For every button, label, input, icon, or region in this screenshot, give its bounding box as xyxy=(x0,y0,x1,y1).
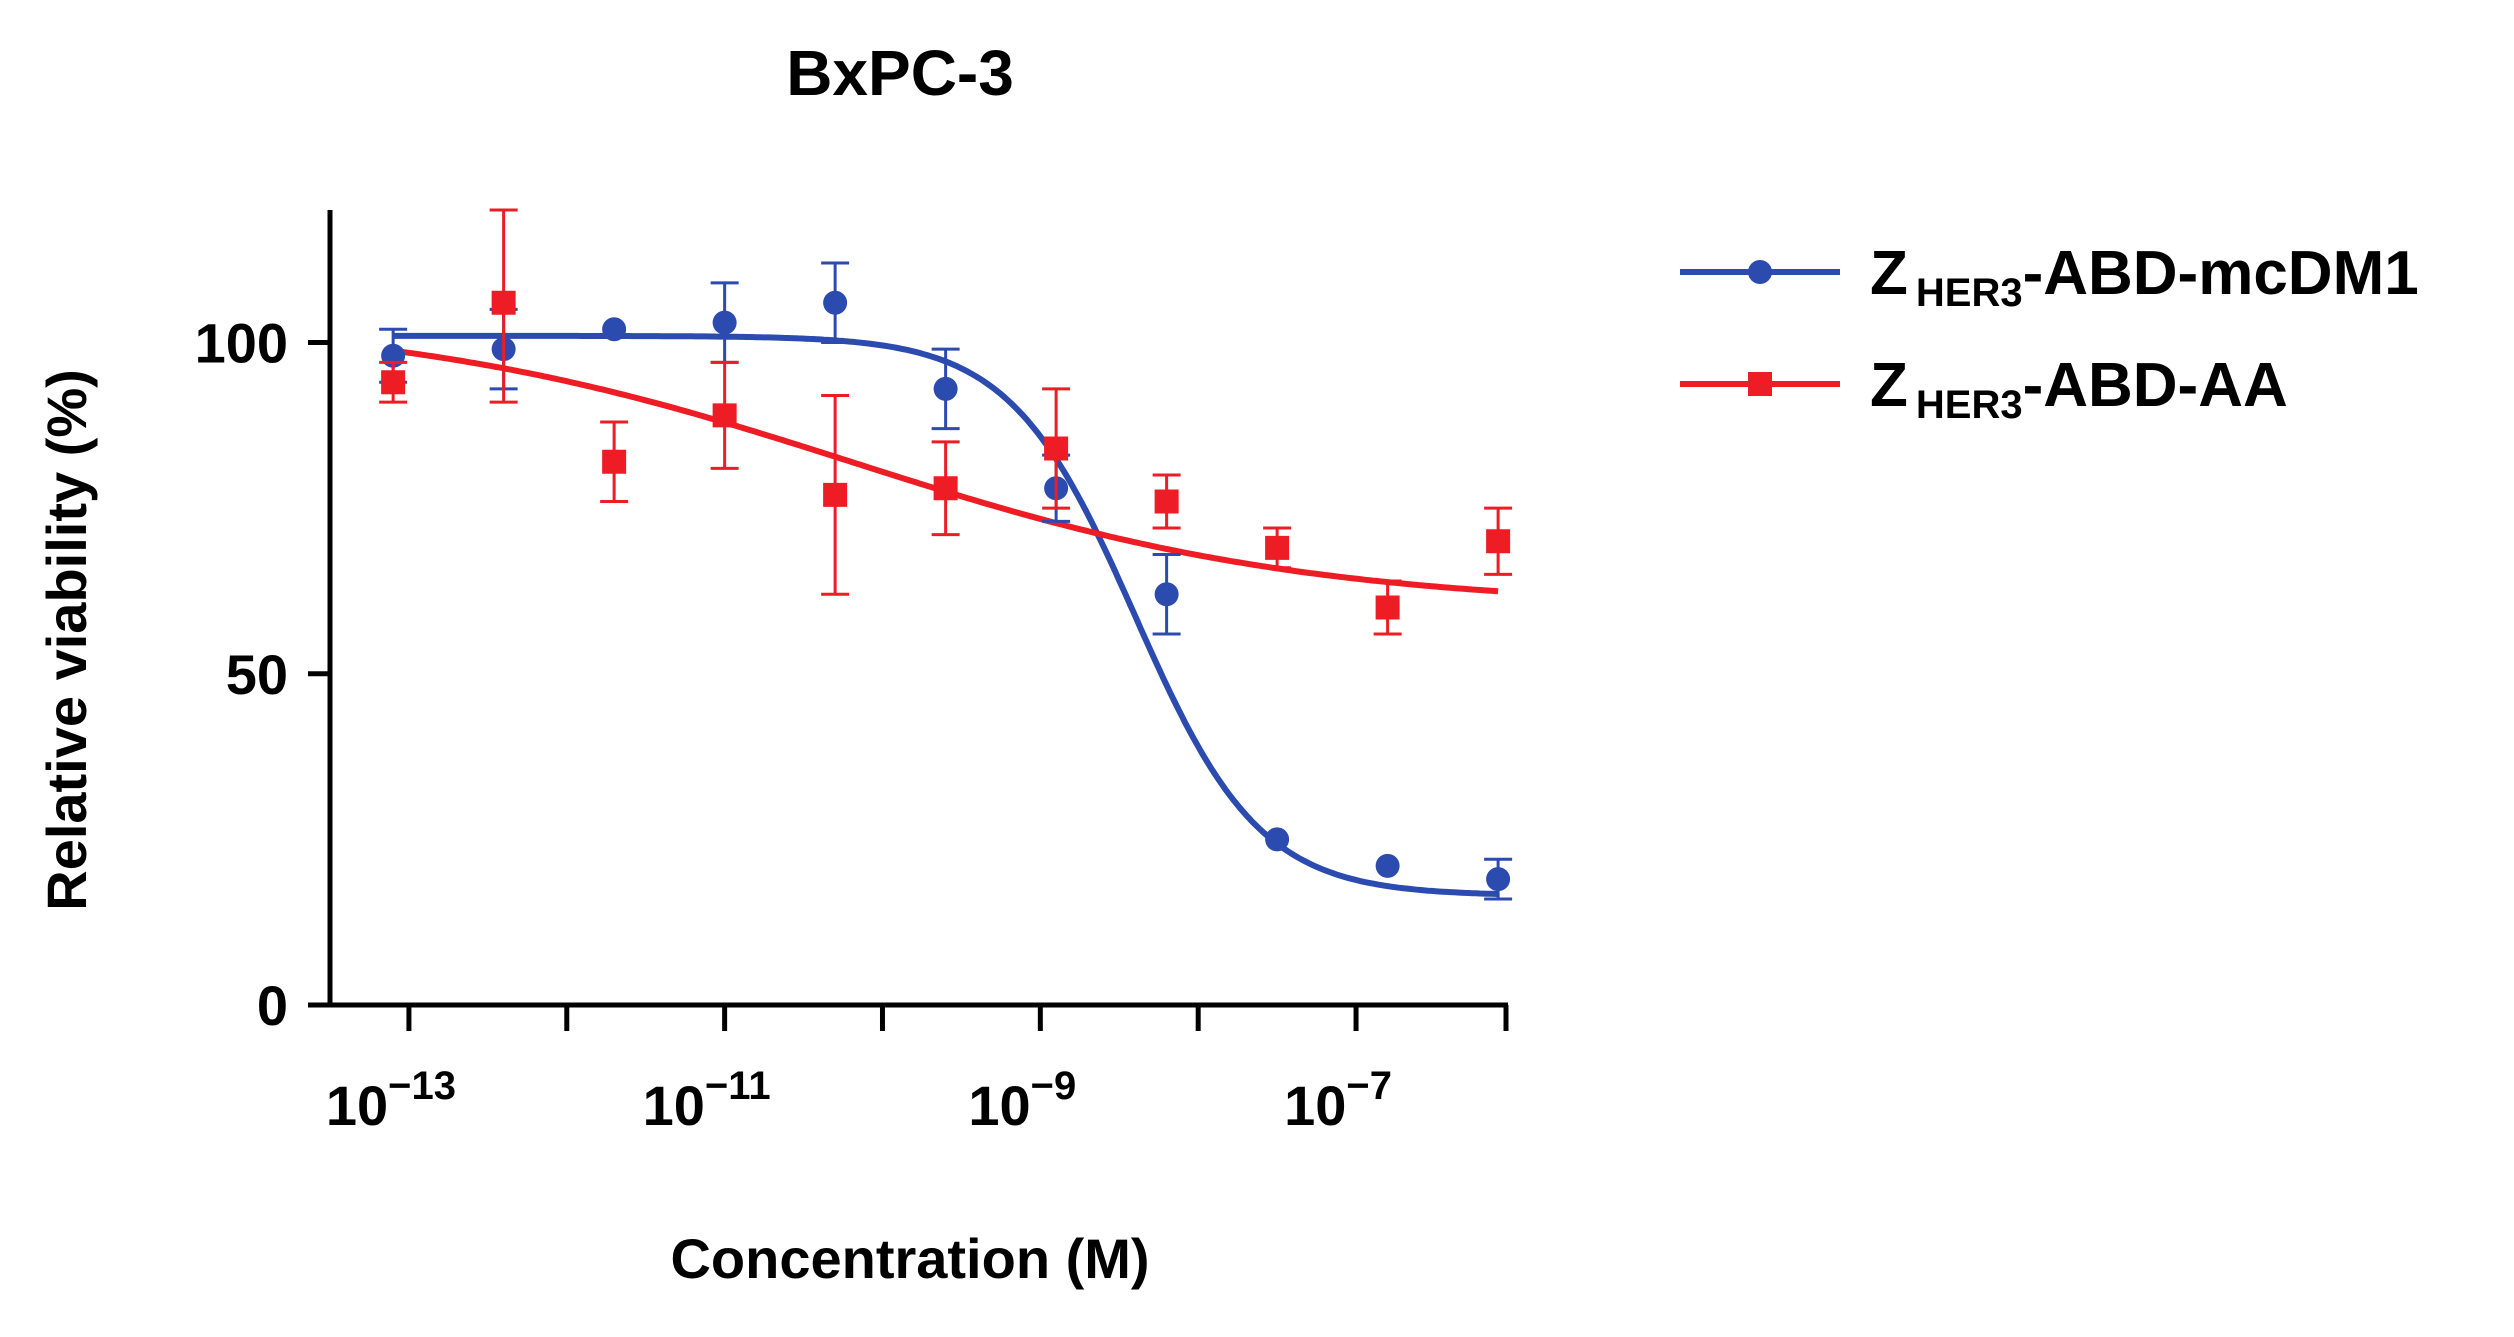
legend-label: Z HER3-ABD-mcDM1 xyxy=(1870,239,2419,315)
data-points-layer xyxy=(379,208,1513,901)
data-point-square xyxy=(933,476,958,501)
x-tick-exponent: −13 xyxy=(388,1064,456,1108)
x-tick-exponent: −9 xyxy=(1031,1064,1077,1108)
x-tick-label: 10−11 xyxy=(643,1064,771,1137)
data-point-circle xyxy=(1375,853,1400,878)
x-tick-exponent: −7 xyxy=(1346,1064,1392,1108)
data-point-square xyxy=(491,290,516,315)
data-point-square xyxy=(823,482,848,507)
legend-label-name: Z xyxy=(1870,351,1908,420)
x-tick-base: 10 xyxy=(643,1074,705,1137)
legend-marker-circle xyxy=(1748,260,1772,284)
data-point-square xyxy=(1265,535,1290,560)
x-tick-exponent: −11 xyxy=(705,1064,771,1108)
data-point-circle xyxy=(823,290,848,315)
x-tick-base: 10 xyxy=(968,1074,1030,1137)
data-point-circle xyxy=(712,310,737,335)
legend-label: Z HER3-ABD-AA xyxy=(1870,351,2288,427)
data-point-circle xyxy=(602,317,627,342)
data-point-square xyxy=(1154,489,1179,514)
y-tick-label: 0 xyxy=(257,974,288,1037)
legend-label-name-rest: -ABD-mcDM1 xyxy=(2023,239,2419,308)
x-tick-label: 10−7 xyxy=(1284,1064,1392,1137)
x-tick-base: 10 xyxy=(1284,1074,1346,1137)
data-point-circle xyxy=(1265,827,1290,852)
legend-label-name-sub: HER3 xyxy=(1916,383,2023,427)
data-point-square xyxy=(602,449,627,474)
data-point-circle xyxy=(1486,867,1511,892)
y-tick-label: 100 xyxy=(195,312,288,375)
chart-title: BxPC-3 xyxy=(786,37,1014,109)
x-tick-label: 10−9 xyxy=(968,1064,1076,1137)
x-tick-base: 10 xyxy=(326,1074,388,1137)
data-point-circle xyxy=(933,376,958,401)
legend-marker-square xyxy=(1748,372,1772,396)
legend-label-name-rest: -ABD-AA xyxy=(2023,351,2288,420)
data-point-circle xyxy=(1154,582,1179,607)
legend-label-name: Z xyxy=(1870,239,1908,308)
data-point-square xyxy=(1486,529,1511,554)
data-point-square xyxy=(712,403,737,428)
data-point-square xyxy=(1375,595,1400,620)
legend-label-name-sub: HER3 xyxy=(1916,271,2023,315)
x-axis-label: Concentration (M) xyxy=(670,1227,1149,1290)
data-point-square xyxy=(1044,436,1069,461)
y-axis-label: Relative viability (%) xyxy=(35,369,98,911)
data-point-square xyxy=(381,370,406,395)
x-tick-label: 10−13 xyxy=(326,1064,456,1137)
y-tick-label: 50 xyxy=(226,643,288,706)
